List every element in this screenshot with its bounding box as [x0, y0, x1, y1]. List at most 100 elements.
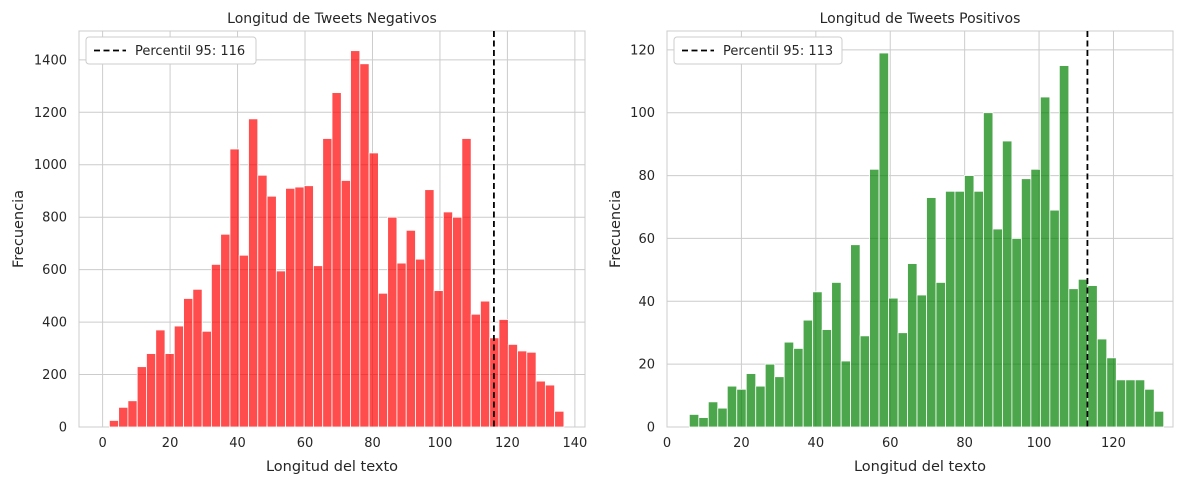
histogram-bar — [945, 190, 956, 428]
x-tick-label: 100 — [428, 436, 453, 451]
histogram-bar — [1087, 285, 1098, 428]
histogram-bar — [783, 341, 795, 428]
histogram-bar — [127, 400, 138, 428]
histogram-bar — [1058, 65, 1070, 428]
x-tick-label: 80 — [364, 436, 381, 451]
y-axis-label: Frecuencia — [608, 190, 624, 268]
histogram-bar — [313, 265, 324, 428]
histogram-bar — [764, 363, 776, 428]
histogram-bar — [1030, 168, 1041, 428]
y-tick-label: 600 — [42, 263, 67, 278]
x-tick-label: 120 — [1101, 436, 1126, 451]
x-tick-label: 60 — [882, 436, 899, 451]
chart-negative: 0 20 40 60 80 100 120 140 0 200 400 600 800 1000 1200… — [11, 11, 587, 475]
histogram-bar — [480, 300, 491, 428]
histogram-bar — [859, 335, 870, 428]
legend-box — [85, 36, 257, 65]
histogram-bar — [526, 351, 537, 428]
y-tick-label: 1200 — [34, 106, 67, 121]
histogram-bar — [954, 190, 965, 428]
histogram-bar — [248, 118, 259, 428]
histogram-bar — [1106, 357, 1117, 428]
histogram-bar — [173, 325, 184, 428]
histogram-bar — [897, 332, 908, 428]
histogram-bar — [698, 417, 709, 428]
histogram-bar — [377, 292, 389, 428]
y-tick-labels: 0 200 400 600 800 1000 1200 1400 — [34, 53, 67, 435]
histogram-bar — [303, 185, 314, 428]
histogram-bar — [983, 112, 994, 428]
histogram-bars — [108, 50, 565, 428]
histogram-bar — [136, 366, 147, 428]
histogram-bar — [359, 63, 370, 428]
chart-title: Longitud de Tweets Positivos — [820, 11, 1021, 27]
histogram-bar — [331, 92, 342, 428]
histogram-bar — [973, 190, 984, 428]
histogram-bar — [507, 343, 518, 428]
histogram-bar — [793, 348, 804, 428]
y-tick-label: 400 — [42, 316, 67, 331]
y-tick-label: 60 — [638, 232, 655, 247]
histogram-bar — [1096, 338, 1108, 428]
histogram-bar — [1153, 410, 1165, 428]
histogram-bar — [396, 262, 407, 428]
histogram-bar — [238, 254, 249, 428]
histogram-bar — [164, 353, 175, 428]
y-tick-label: 800 — [42, 211, 67, 226]
histogram-bar — [340, 180, 351, 428]
y-tick-label: 100 — [630, 106, 655, 121]
x-axis-label: Longitud del texto — [854, 459, 986, 475]
y-tick-label: 1400 — [34, 53, 67, 68]
histogram-bar — [907, 263, 918, 428]
x-tick-label: 40 — [808, 436, 825, 451]
histogram-bar — [774, 376, 785, 428]
y-tick-label: 80 — [638, 169, 655, 184]
y-tick-label: 0 — [647, 421, 655, 436]
histogram-bar — [1039, 96, 1051, 428]
histogram-bar — [755, 385, 766, 428]
histogram-bar — [964, 175, 975, 428]
histogram-bar — [415, 258, 426, 428]
histogram-bar — [916, 294, 927, 428]
x-tick-label: 20 — [733, 436, 750, 451]
x-tick-label: 140 — [562, 436, 587, 451]
x-tick-label: 20 — [162, 436, 179, 451]
y-tick-label: 120 — [630, 43, 655, 58]
histogram-bar — [211, 264, 222, 428]
histogram-bar — [350, 50, 361, 428]
y-tick-label: 1000 — [34, 158, 67, 173]
histogram-bar — [322, 138, 333, 428]
histogram-bar — [498, 319, 509, 428]
histogram-bar — [726, 385, 738, 428]
y-tick-labels: 0 20 40 60 80 100 120 — [630, 43, 655, 435]
histogram-bar — [1011, 238, 1022, 428]
histogram-bar — [229, 148, 240, 428]
histogram-bar — [1125, 379, 1136, 428]
y-tick-label: 0 — [59, 421, 67, 436]
y-tick-label: 40 — [638, 295, 655, 310]
histogram-bar — [840, 360, 852, 428]
histogram-bar — [220, 233, 231, 428]
histogram-bar — [266, 195, 277, 428]
histogram-bar — [155, 329, 166, 428]
histogram-bar — [146, 353, 157, 428]
histogram-bar — [461, 138, 472, 428]
legend-label: Percentil 95: 113 — [723, 44, 833, 59]
histogram-bar — [257, 174, 268, 428]
histogram-bar — [535, 380, 546, 428]
x-axis-label: Longitud del texto — [266, 459, 398, 475]
y-tick-label: 20 — [638, 358, 655, 373]
histogram-bar — [802, 319, 814, 428]
histogram-bar — [935, 282, 946, 428]
x-tick-labels: 0 20 40 60 80 100 120 140 — [98, 436, 587, 451]
y-axis-label: Frecuencia — [11, 190, 27, 268]
histogram-bar — [424, 189, 435, 428]
histogram-bar — [850, 244, 861, 428]
histogram-bar — [1002, 140, 1013, 428]
histogram-bar — [1144, 388, 1155, 428]
legend: Percentil 95: 113 — [673, 36, 843, 65]
histogram-bar — [285, 187, 296, 428]
histogram-bar — [888, 297, 899, 428]
histogram-bar — [554, 410, 565, 428]
